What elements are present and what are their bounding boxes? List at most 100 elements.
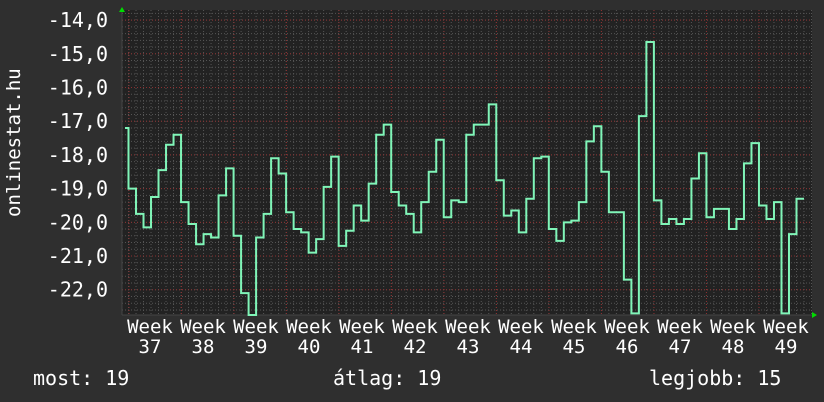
x-tick-label: Week 45 — [551, 316, 597, 358]
data-point — [474, 124, 482, 126]
data-point — [601, 171, 609, 173]
data-point — [714, 208, 722, 210]
x-tick-label: Week 40 — [286, 316, 332, 358]
data-point — [736, 218, 744, 220]
data-point — [271, 157, 279, 159]
data-point — [481, 124, 489, 126]
data-point — [699, 152, 707, 154]
data-point — [721, 208, 729, 210]
data-point — [376, 134, 384, 136]
x-tick-label: Week 42 — [392, 316, 438, 358]
data-point — [511, 210, 519, 212]
data-point — [706, 216, 714, 218]
data-point — [466, 134, 474, 136]
data-point — [354, 204, 362, 206]
data-point — [489, 103, 497, 105]
data-point — [459, 201, 467, 203]
x-tick-label: Week 43 — [445, 316, 491, 358]
data-point — [429, 171, 437, 173]
data-point — [136, 213, 144, 215]
data-point — [286, 211, 294, 213]
data-point — [676, 223, 684, 225]
data-point — [309, 252, 317, 254]
data-point — [121, 127, 129, 129]
data-point — [789, 233, 797, 235]
data-point — [279, 172, 287, 174]
y-axis-arrow-icon — [119, 7, 125, 12]
y-tick-label: -20,0 — [48, 210, 108, 234]
data-point — [444, 216, 452, 218]
data-point — [534, 157, 542, 159]
y-tick-label: -17,0 — [48, 109, 108, 133]
y-tick-label: -16,0 — [48, 76, 108, 100]
x-tick-label: Week 37 — [127, 316, 173, 358]
data-point — [151, 196, 159, 198]
stat-current: most: 19 — [33, 366, 130, 390]
y-tick-label: -15,0 — [48, 42, 108, 66]
x-tick-label: Week 44 — [498, 316, 544, 358]
data-point — [796, 198, 804, 200]
x-tick-label: Week 48 — [710, 316, 756, 358]
data-point — [264, 213, 272, 215]
data-point — [669, 218, 677, 220]
data-point — [691, 178, 699, 180]
y-tick-label: -19,0 — [48, 177, 108, 201]
data-point — [159, 169, 167, 171]
x-tick-label: Week 38 — [180, 316, 226, 358]
data-point — [496, 179, 504, 181]
y-tick-label: -14,0 — [48, 8, 108, 32]
data-point — [316, 238, 324, 240]
x-tick-label: Week 47 — [657, 316, 703, 358]
x-tick-label: Week 46 — [604, 316, 650, 358]
data-point — [406, 213, 414, 215]
data-point — [301, 231, 309, 233]
data-point — [744, 162, 752, 164]
data-point — [204, 233, 212, 235]
stat-best: legjobb: 15 — [649, 366, 782, 390]
data-point — [571, 220, 579, 222]
data-point — [331, 156, 339, 158]
data-point — [751, 142, 759, 144]
data-point — [369, 183, 377, 185]
data-point — [654, 199, 662, 201]
stat-average: átlag: 19 — [333, 366, 442, 390]
data-point — [384, 124, 392, 126]
data-point — [646, 41, 654, 43]
data-point — [189, 223, 197, 225]
data-point — [639, 115, 647, 117]
data-point — [346, 230, 354, 232]
data-point — [414, 231, 422, 233]
x-tick-label: Week 49 — [763, 316, 809, 358]
data-point — [436, 139, 444, 141]
data-point — [226, 167, 234, 169]
data-point — [759, 204, 767, 206]
data-point — [549, 228, 557, 230]
y-axis-title: onlinestat.hu — [3, 68, 25, 217]
data-point — [241, 292, 249, 294]
data-point — [781, 312, 789, 314]
data-point — [609, 211, 617, 213]
data-point — [294, 228, 302, 230]
x-tick-label: Week 39 — [233, 316, 279, 358]
data-point — [616, 211, 624, 213]
data-point — [324, 186, 332, 188]
data-point — [361, 220, 369, 222]
data-point — [541, 156, 549, 158]
data-point — [594, 125, 602, 127]
data-point — [421, 201, 429, 203]
data-point — [181, 201, 189, 203]
series-line — [125, 41, 804, 316]
data-point — [504, 215, 512, 217]
x-axis-arrow-icon — [812, 312, 817, 318]
data-point — [661, 223, 669, 225]
data-point — [211, 236, 219, 238]
y-tick-label: -22,0 — [48, 278, 108, 302]
data-point — [166, 144, 174, 146]
data-point — [624, 279, 632, 281]
data-point — [391, 191, 399, 193]
data-point — [766, 218, 774, 220]
data-point — [174, 134, 182, 136]
data-point — [129, 188, 137, 190]
